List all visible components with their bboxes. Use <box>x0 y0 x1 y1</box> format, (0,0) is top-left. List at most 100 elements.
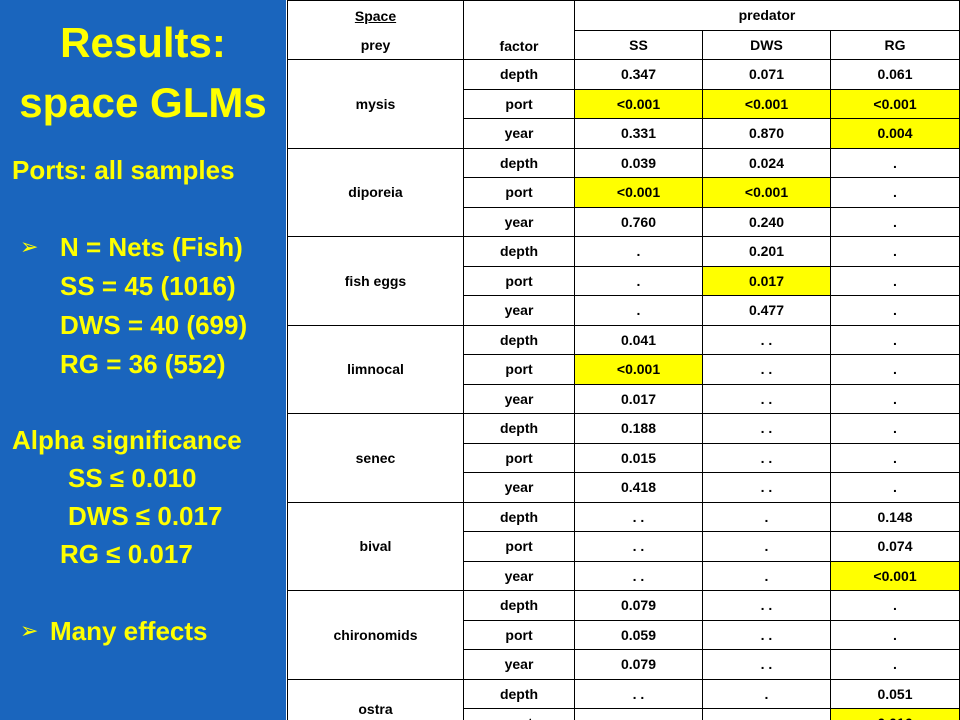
p-value-cell: 0.418 <box>574 472 703 503</box>
p-value-cell: 0.074 <box>830 531 960 562</box>
p-value-cell: 0.148 <box>830 501 960 532</box>
p-value-cell: <0.001 <box>830 560 960 591</box>
p-value-cell: 0.039 <box>574 147 703 178</box>
p-value-cell: 0.079 <box>574 590 703 621</box>
factor-cell: port <box>463 442 575 473</box>
factor-cell: depth <box>463 147 575 178</box>
p-value-cell: 0.079 <box>574 649 703 680</box>
table-row: bival depth. .. 0.148 <box>287 501 960 591</box>
ss-sample-size: SS = 45 (1016) <box>60 271 236 301</box>
factor-cell: port <box>463 708 575 720</box>
p-value-cell: 0.240 <box>702 206 831 237</box>
p-value-cell: <0.001 <box>702 88 831 119</box>
ports-heading: Ports: all samples <box>12 155 235 185</box>
factor-cell: depth <box>463 501 575 532</box>
p-value-cell: . . <box>702 413 831 444</box>
p-value-cell: . <box>574 265 703 296</box>
table-row: chironomids depth 0.079. .. <box>287 590 960 680</box>
table-body: mysis depth 0.347 0.071 0.061 port <0.001 <0.00… <box>287 59 960 720</box>
factor-cell: depth <box>463 678 575 709</box>
prey-cell: ostra <box>287 678 464 720</box>
factor-cell: depth <box>463 413 575 444</box>
prey-cell: diporeia <box>287 147 464 237</box>
prey-cell: fish eggs <box>287 236 464 326</box>
dws-alpha: DWS ≤ 0.017 <box>68 501 223 531</box>
p-value-cell: . . <box>702 442 831 473</box>
rg-alpha: RG ≤ 0.017 <box>60 539 193 569</box>
bullet-arrow-icon: ➢ <box>20 234 39 259</box>
p-value-cell: . <box>830 265 960 296</box>
predator-dws-header: DWS <box>702 29 831 60</box>
p-value-cell: . . <box>574 501 703 532</box>
p-value-cell: 0.017 <box>702 265 831 296</box>
prey-cell: limnocal <box>287 324 464 414</box>
table-row: port 0.059. .. <box>288 619 960 650</box>
factor-header: factor <box>463 0 575 60</box>
p-value-cell: 0.760 <box>574 206 703 237</box>
factor-cell: year <box>463 383 575 414</box>
table-row: port <0.001 <0.001 <0.001 <box>288 88 960 119</box>
factor-cell: year <box>463 118 575 149</box>
p-value-cell: . <box>830 649 960 680</box>
p-value-cell: 0.870 <box>702 118 831 149</box>
p-value-cell: . <box>702 708 831 720</box>
p-value-cell: . . <box>702 619 831 650</box>
table-row: year 0.418. .. <box>288 472 960 503</box>
alpha-heading: Alpha significance <box>12 425 242 455</box>
factor-cell: year <box>463 560 575 591</box>
table-row: ostra depth. .. 0.051 <box>287 678 960 720</box>
dws-sample-size: DWS = 40 (699) <box>60 310 248 340</box>
predator-ss-header: SS <box>574 29 703 60</box>
p-value-cell: . . <box>574 678 703 709</box>
factor-cell: depth <box>463 236 575 267</box>
bullet-arrow-icon: ➢ <box>20 618 39 643</box>
p-value-cell: . <box>830 324 960 355</box>
table-row: port. 0.017. <box>288 265 960 296</box>
p-value-cell: . . <box>574 708 703 720</box>
p-value-cell: . <box>702 678 831 709</box>
p-value-cell: . <box>830 147 960 178</box>
p-value-cell: 0.051 <box>830 678 960 709</box>
p-value-cell: . <box>830 354 960 385</box>
p-value-cell: . <box>830 442 960 473</box>
factor-cell: depth <box>463 324 575 355</box>
p-value-cell: . <box>830 590 960 621</box>
p-value-cell: 0.016 <box>830 708 960 720</box>
glm-results-table-container: Space factor predator prey SS DWS RG mys… <box>286 0 960 720</box>
prey-cell: mysis <box>287 59 464 149</box>
p-value-cell: . <box>574 295 703 326</box>
p-value-cell: . <box>702 501 831 532</box>
p-value-cell: 0.015 <box>574 442 703 473</box>
p-value-cell: 0.331 <box>574 118 703 149</box>
p-value-cell: 0.059 <box>574 619 703 650</box>
many-effects-note: Many effects <box>50 616 208 646</box>
ss-alpha: SS ≤ 0.010 <box>68 463 197 493</box>
prey-cell: bival <box>287 501 464 591</box>
p-value-cell: 0.061 <box>830 59 960 90</box>
header-row-1: Space factor predator <box>287 0 960 60</box>
p-value-cell: . . <box>702 649 831 680</box>
factor-cell: port <box>463 531 575 562</box>
p-value-cell: <0.001 <box>574 177 703 208</box>
table-row: fish eggs depth. 0.201. <box>287 236 960 326</box>
slide-title-line1: Results: <box>60 19 226 66</box>
table-row: diporeia depth 0.039 0.024. <box>287 147 960 237</box>
table-row: port 0.015. .. <box>288 442 960 473</box>
p-value-cell: . . <box>702 472 831 503</box>
p-value-cell: . <box>830 177 960 208</box>
p-value-cell: . <box>830 236 960 267</box>
table-row: year 0.017. .. <box>288 383 960 414</box>
p-value-cell: 0.347 <box>574 59 703 90</box>
factor-cell: port <box>463 177 575 208</box>
factor-cell: year <box>463 472 575 503</box>
rg-sample-size: RG = 36 (552) <box>60 349 226 379</box>
p-value-cell: . <box>830 206 960 237</box>
table-row: mysis depth 0.347 0.071 0.061 <box>287 59 960 149</box>
p-value-cell: <0.001 <box>702 177 831 208</box>
table-row: year. 0.477. <box>288 295 960 326</box>
prey-cell: chironomids <box>287 590 464 680</box>
predator-rg-header: RG <box>830 29 960 60</box>
p-value-cell: 0.024 <box>702 147 831 178</box>
predator-header: predator <box>574 0 960 31</box>
p-value-cell: 0.004 <box>830 118 960 149</box>
